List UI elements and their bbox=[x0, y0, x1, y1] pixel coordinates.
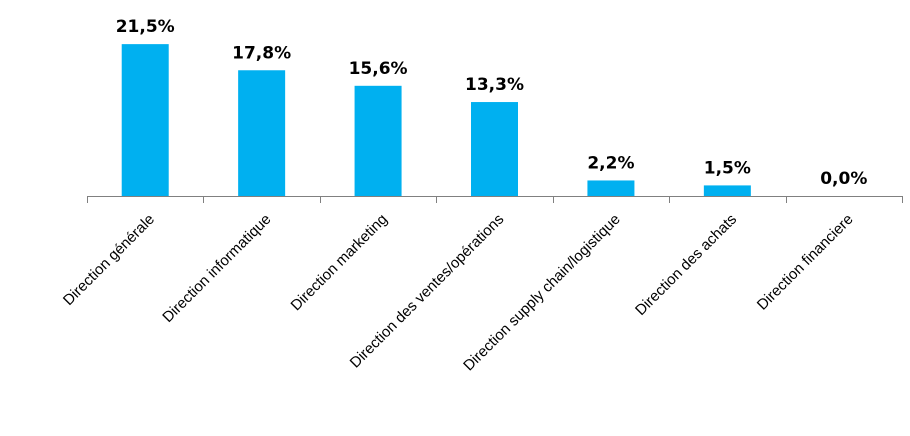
bar-value-label: 0,0% bbox=[820, 169, 867, 189]
bar bbox=[471, 102, 518, 196]
category-label: Direction marketing bbox=[288, 211, 391, 314]
bar bbox=[587, 180, 635, 196]
bar-value-label: 15,6% bbox=[349, 59, 408, 79]
category-label: Direction générale bbox=[60, 211, 158, 309]
category-label: Direction financiere bbox=[754, 211, 857, 314]
bar bbox=[354, 85, 402, 196]
category-labels-group: Direction générale Direction informatique… bbox=[60, 211, 857, 375]
bar-value-label: 1,5% bbox=[704, 158, 751, 178]
category-label: Direction des achats bbox=[632, 211, 740, 319]
value-labels-group: 21,5% 17,8% 15,6% 13,3% 2,2% 1,5% 0,0% bbox=[116, 17, 868, 189]
category-label: Direction informatique bbox=[159, 211, 274, 326]
x-axis-ticks bbox=[87, 196, 903, 203]
bar bbox=[703, 185, 751, 196]
bar-value-label: 17,8% bbox=[232, 43, 291, 63]
bar-value-label: 21,5% bbox=[116, 17, 175, 37]
bar bbox=[121, 44, 169, 197]
bar bbox=[238, 70, 286, 196]
bar-value-label: 2,2% bbox=[587, 153, 634, 173]
bars-group bbox=[121, 44, 751, 197]
bar-value-label: 13,3% bbox=[465, 75, 524, 95]
